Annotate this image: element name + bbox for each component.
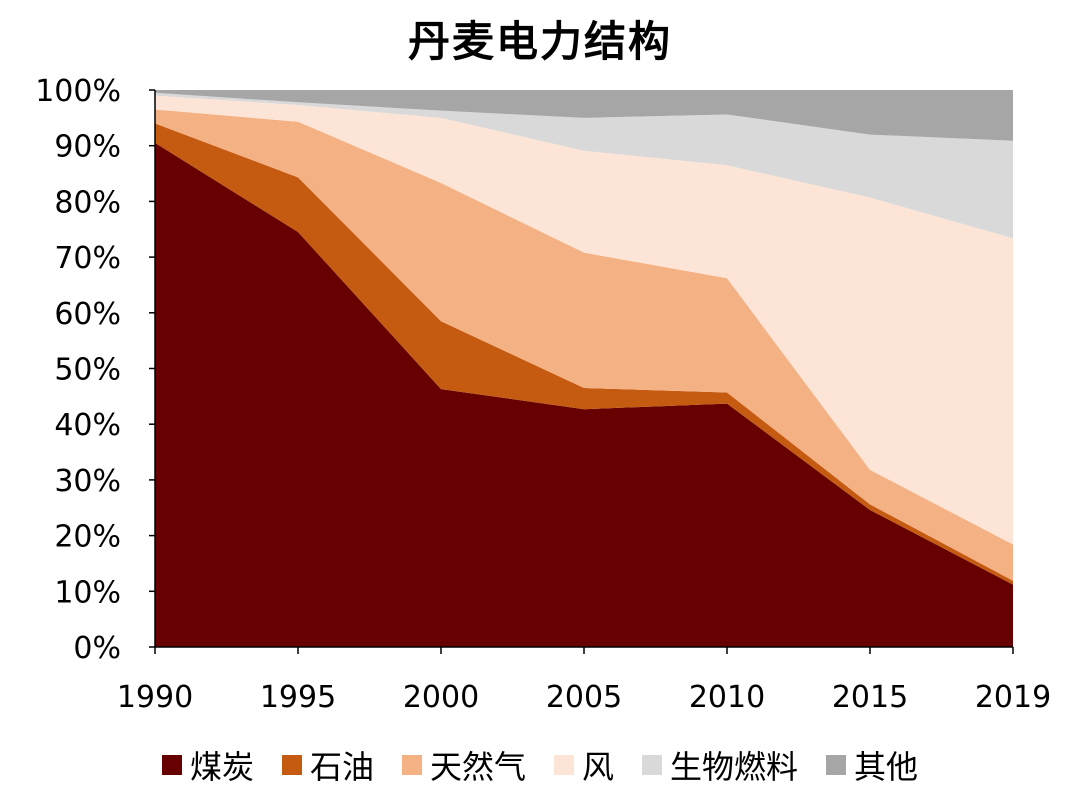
x-tick-label: 2000 xyxy=(403,680,479,715)
legend-item-2: 石油 xyxy=(281,742,374,788)
y-tick-label: 60% xyxy=(54,297,121,332)
y-tick-label: 100% xyxy=(35,74,121,109)
area-series-5 xyxy=(155,92,1013,239)
legend-item-1: 煤炭 xyxy=(161,742,254,788)
legend-label: 其他 xyxy=(854,748,919,786)
y-tick-label: 20% xyxy=(54,520,121,555)
legend-item-3: 天然气 xyxy=(401,742,526,788)
area-series-6 xyxy=(155,90,1013,141)
x-tick-label: 2005 xyxy=(546,680,622,715)
y-tick-label: 0% xyxy=(73,631,121,666)
x-tick-label: 2015 xyxy=(832,680,908,715)
y-tick-label: 90% xyxy=(54,130,121,165)
x-tick-label: 2019 xyxy=(975,680,1051,715)
legend-swatch xyxy=(826,755,847,775)
y-tick-label: 10% xyxy=(54,575,121,610)
area-series-3 xyxy=(155,109,1013,581)
y-tick-label: 50% xyxy=(54,353,121,388)
y-tick-label: 80% xyxy=(54,185,121,220)
y-tick-label: 40% xyxy=(54,408,121,443)
legend-swatch xyxy=(642,755,663,775)
legend-item-4: 风 xyxy=(554,742,614,788)
legend: 煤炭 石油 天然气 风 生物燃料 其他 xyxy=(0,742,1080,788)
legend-swatch xyxy=(401,755,422,775)
area-series-2 xyxy=(155,123,1013,585)
legend-swatch xyxy=(281,755,302,775)
legend-label: 天然气 xyxy=(429,748,526,786)
legend-item-6: 其他 xyxy=(826,742,918,788)
x-tick-label: 1995 xyxy=(260,680,336,715)
y-tick-label: 70% xyxy=(54,241,121,276)
legend-swatch xyxy=(161,755,182,775)
y-tick-label: 30% xyxy=(54,464,121,499)
legend-swatch xyxy=(554,755,574,775)
area-series-1 xyxy=(155,142,1013,647)
legend-label: 石油 xyxy=(309,748,374,786)
legend-label: 煤炭 xyxy=(189,748,254,786)
x-tick-label: 1990 xyxy=(117,680,193,715)
area-series-4 xyxy=(155,95,1013,545)
x-tick-label: 2010 xyxy=(689,680,765,715)
chart-title: 丹麦电力结构 xyxy=(407,17,672,66)
legend-label: 风 xyxy=(582,748,615,786)
legend-item-5: 生物燃料 xyxy=(642,742,798,788)
legend-label: 生物燃料 xyxy=(670,748,799,786)
